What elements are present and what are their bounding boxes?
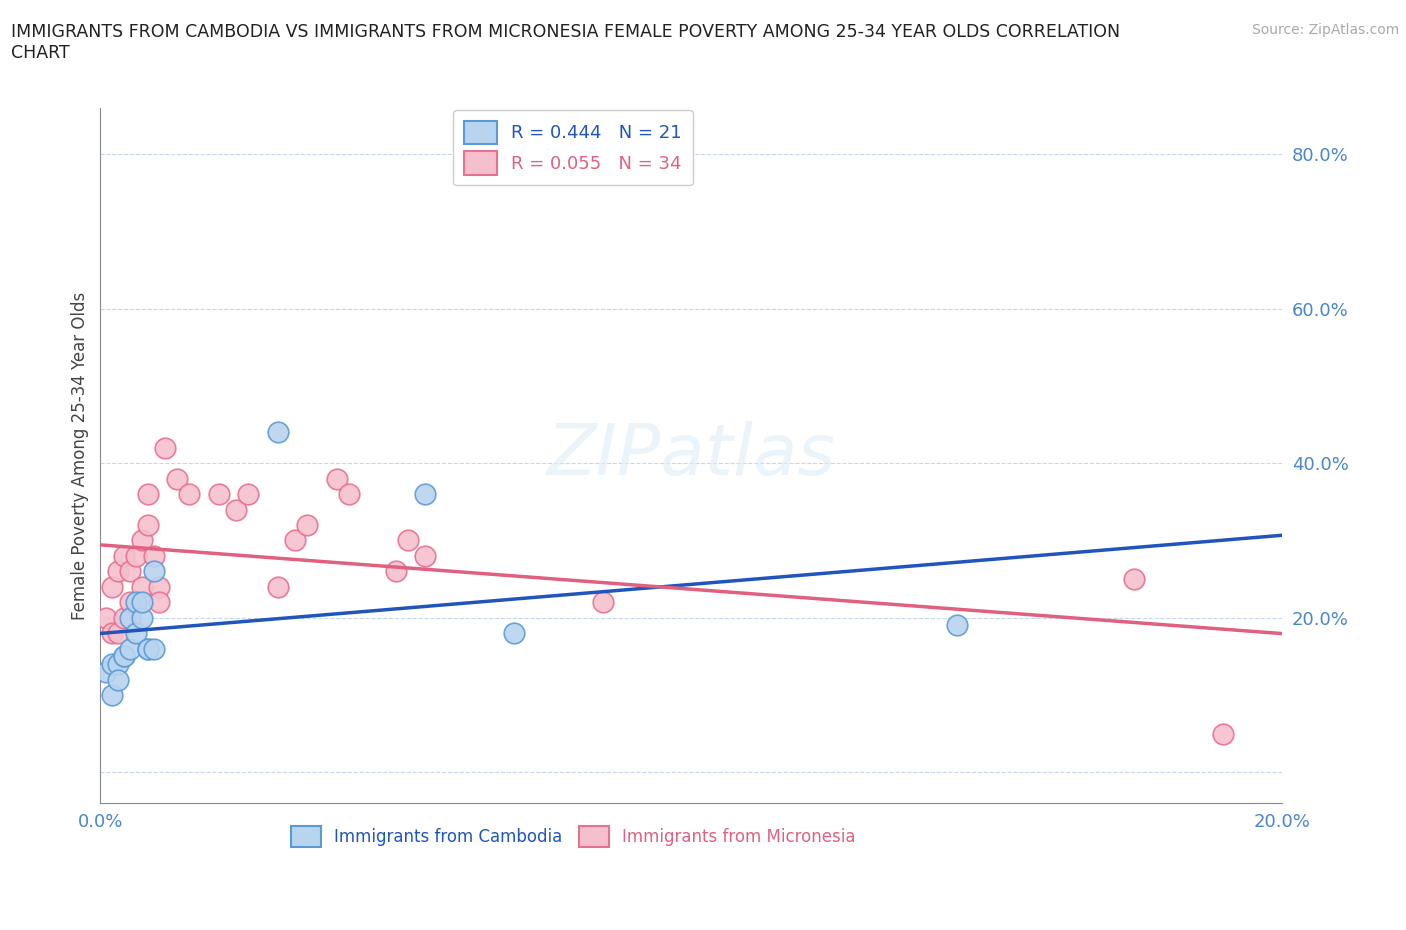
Point	[125, 595, 148, 610]
Point	[118, 610, 141, 625]
Point	[107, 672, 129, 687]
Point	[107, 657, 129, 671]
Point	[284, 533, 307, 548]
Point	[155, 441, 177, 456]
Point	[946, 618, 969, 633]
Point	[225, 502, 247, 517]
Point	[118, 595, 141, 610]
Point	[148, 579, 170, 594]
Point	[96, 664, 118, 679]
Point	[107, 626, 129, 641]
Point	[131, 595, 153, 610]
Point	[396, 533, 419, 548]
Point	[385, 564, 408, 578]
Point	[325, 472, 347, 486]
Point	[96, 610, 118, 625]
Legend: Immigrants from Cambodia, Immigrants from Micronesia: Immigrants from Cambodia, Immigrants fro…	[281, 816, 866, 857]
Point	[142, 564, 165, 578]
Point	[118, 564, 141, 578]
Text: ZIPatlas: ZIPatlas	[547, 421, 835, 490]
Point	[107, 564, 129, 578]
Point	[266, 579, 288, 594]
Point	[131, 533, 153, 548]
Point	[101, 657, 124, 671]
Point	[236, 486, 259, 501]
Point	[118, 641, 141, 656]
Point	[142, 641, 165, 656]
Point	[101, 579, 124, 594]
Point	[125, 626, 148, 641]
Point	[1212, 726, 1234, 741]
Point	[136, 518, 159, 533]
Point	[148, 595, 170, 610]
Point	[415, 486, 437, 501]
Point	[131, 579, 153, 594]
Point	[415, 549, 437, 564]
Point	[125, 549, 148, 564]
Point	[101, 687, 124, 702]
Point	[136, 641, 159, 656]
Point	[112, 549, 135, 564]
Point	[295, 518, 318, 533]
Point	[112, 610, 135, 625]
Point	[503, 626, 526, 641]
Y-axis label: Female Poverty Among 25-34 Year Olds: Female Poverty Among 25-34 Year Olds	[72, 291, 89, 619]
Point	[112, 649, 135, 664]
Point	[592, 595, 614, 610]
Text: Source: ZipAtlas.com: Source: ZipAtlas.com	[1251, 23, 1399, 37]
Text: IMMIGRANTS FROM CAMBODIA VS IMMIGRANTS FROM MICRONESIA FEMALE POVERTY AMONG 25-3: IMMIGRANTS FROM CAMBODIA VS IMMIGRANTS F…	[11, 23, 1121, 62]
Point	[337, 486, 360, 501]
Point	[166, 472, 188, 486]
Point	[112, 649, 135, 664]
Point	[136, 486, 159, 501]
Point	[142, 549, 165, 564]
Point	[101, 626, 124, 641]
Point	[177, 486, 200, 501]
Point	[266, 425, 288, 440]
Point	[1123, 572, 1146, 587]
Point	[136, 641, 159, 656]
Point	[207, 486, 229, 501]
Point	[131, 610, 153, 625]
